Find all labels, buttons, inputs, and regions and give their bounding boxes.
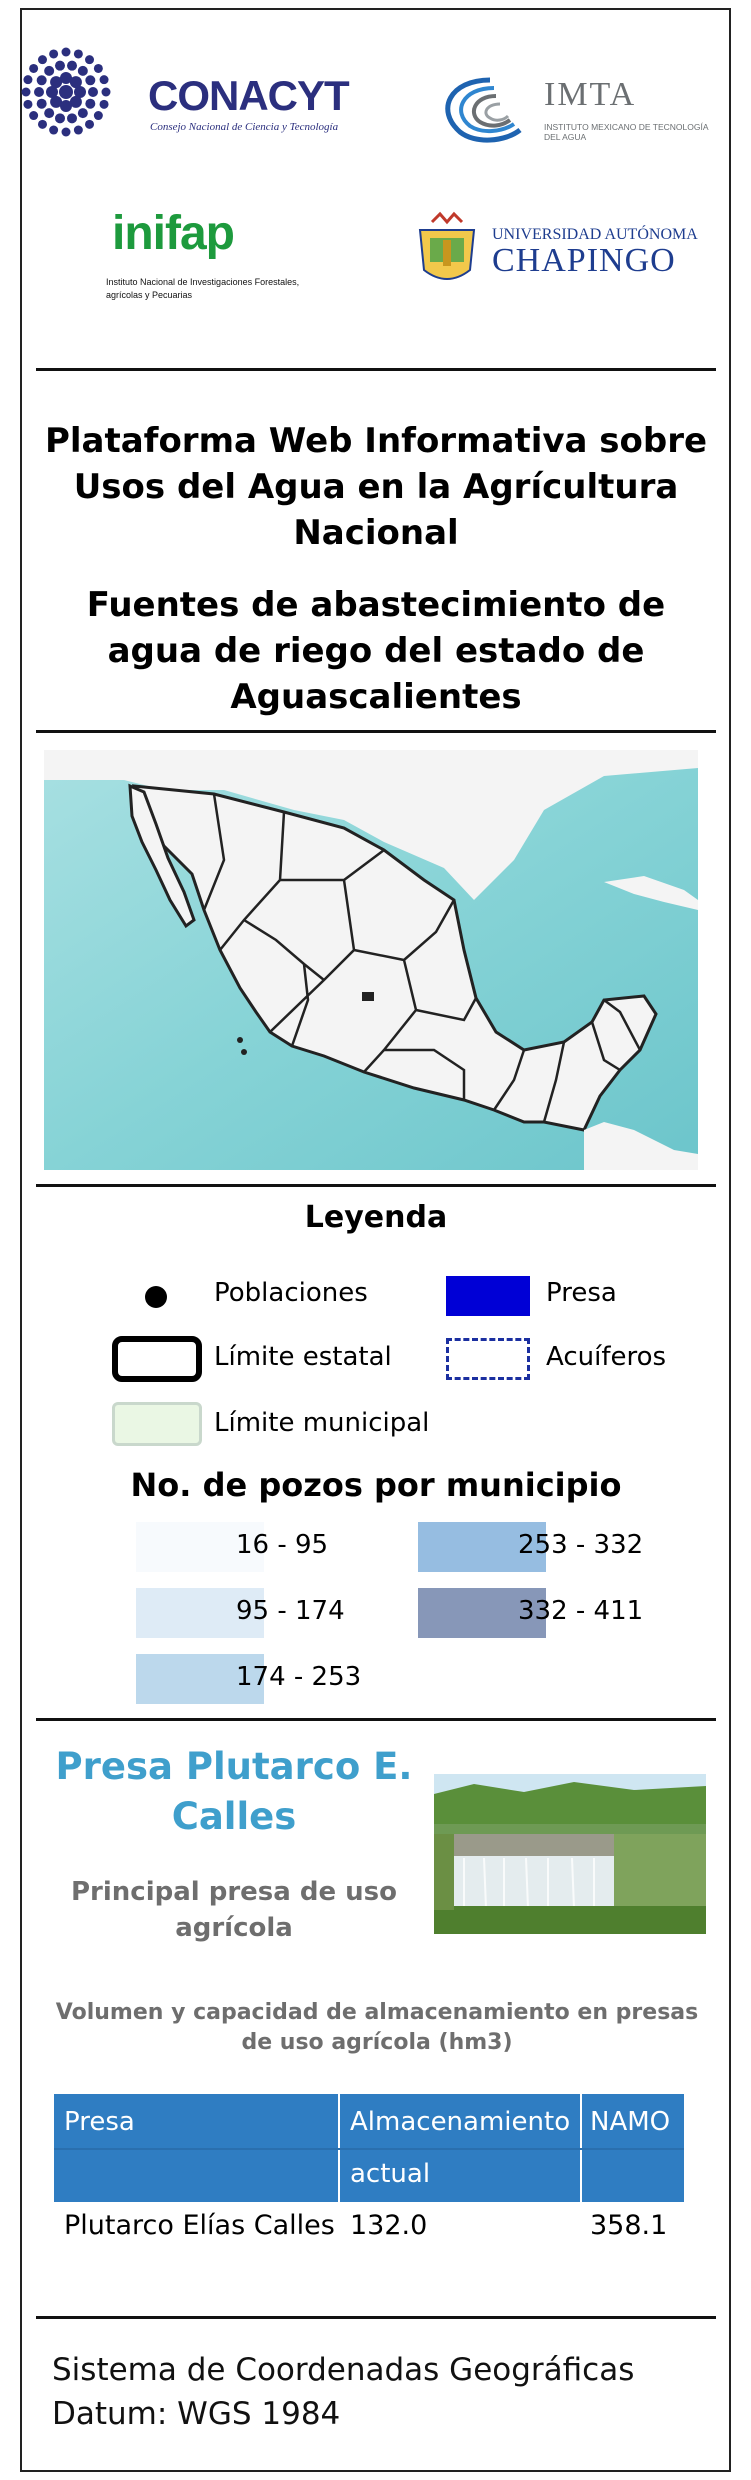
table-header-almacenamiento: Almacenamiento actual	[350, 2107, 571, 2189]
table-title: Volumen y capacidad de almacenamiento en…	[55, 2000, 699, 2055]
poblaciones-symbol-icon	[145, 1286, 167, 1308]
table-cell-presa: Plutarco Elías Calles	[64, 2210, 335, 2241]
page-frame	[20, 8, 731, 2472]
conacyt-logo-subtitle: Consejo Nacional de Ciencia y Tecnología	[150, 121, 339, 133]
divider	[36, 368, 716, 371]
presa-symbol-icon	[446, 1276, 530, 1316]
wells-class-1-swatch	[136, 1522, 264, 1572]
legend-presa-label: Presa	[546, 1278, 617, 1308]
mexico-map	[44, 750, 698, 1170]
wells-legend-title: No. de pozos por municipio	[130, 1466, 622, 1504]
table-cell-namo: 358.1	[590, 2210, 668, 2241]
coordinate-system: Sistema de Coordenadas Geográficas	[52, 2352, 635, 2388]
imta-logo-text: IMTA	[544, 76, 637, 113]
table-header-divider	[54, 2148, 684, 2150]
wells-class-5-label: 332 - 411	[518, 1596, 644, 1626]
imta-logo-icon	[445, 77, 522, 143]
wells-class-5-swatch	[418, 1588, 546, 1638]
limite-municipal-symbol-icon	[112, 1402, 202, 1446]
presa-photo	[434, 1774, 706, 1934]
legend-limite-municipal-label: Límite municipal	[214, 1408, 430, 1438]
imta-logo-subtitle: INSTITUTO MEXICANO DE TECNOLOGÍA DEL AGU…	[544, 122, 709, 142]
legend-limite-estatal-label: Límite estatal	[214, 1342, 392, 1372]
acuiferos-symbol-icon	[446, 1338, 530, 1380]
presa-name: Presa Plutarco E. Calles	[55, 1745, 413, 1838]
footer: Sistema de Coordenadas Geográficas Datum…	[52, 2348, 634, 2436]
conacyt-logo-icon	[21, 47, 111, 137]
divider	[36, 2316, 716, 2319]
datum: Datum: WGS 1984	[52, 2396, 341, 2432]
inifap-logo-text: inifap	[112, 207, 235, 260]
legend-acuiferos-label: Acuíferos	[546, 1342, 667, 1372]
map-title: Fuentes de abastecimiento de agua de rie…	[86, 585, 666, 717]
wells-class-3-swatch	[136, 1654, 264, 1704]
conacyt-logo-text: CONACYT	[148, 72, 350, 119]
chapingo-logo-subtitle: UNIVERSIDAD AUTÓNOMA	[492, 226, 698, 243]
wells-class-4-label: 253 - 332	[518, 1530, 644, 1560]
table-cell-almacenamiento: 132.0	[350, 2210, 428, 2241]
presa-subtitle: Principal presa de uso agrícola	[70, 1877, 398, 1943]
table-header-namo: NAMO	[590, 2107, 671, 2137]
wells-class-2-label: 95 - 174	[236, 1596, 345, 1626]
legend-poblaciones-label: Poblaciones	[214, 1278, 368, 1308]
divider	[36, 730, 716, 733]
divider	[36, 1184, 716, 1187]
wells-class-1-label: 16 - 95	[236, 1530, 329, 1560]
platform-title: Plataforma Web Informativa sobre Usos de…	[44, 421, 708, 553]
wells-class-2-swatch	[136, 1588, 264, 1638]
inifap-logo-subtitle: Instituto Nacional de Investigaciones Fo…	[106, 277, 300, 300]
legend-title: Leyenda	[304, 1200, 448, 1235]
chapingo-logo-text: CHAPINGO	[492, 242, 676, 279]
wells-class-3-label: 174 - 253	[236, 1662, 362, 1692]
table-header-presa: Presa	[64, 2107, 135, 2137]
wells-class-4-swatch	[418, 1522, 546, 1572]
chapingo-seal-icon	[418, 211, 476, 280]
divider	[36, 1718, 716, 1721]
limite-estatal-symbol-icon	[112, 1336, 202, 1382]
